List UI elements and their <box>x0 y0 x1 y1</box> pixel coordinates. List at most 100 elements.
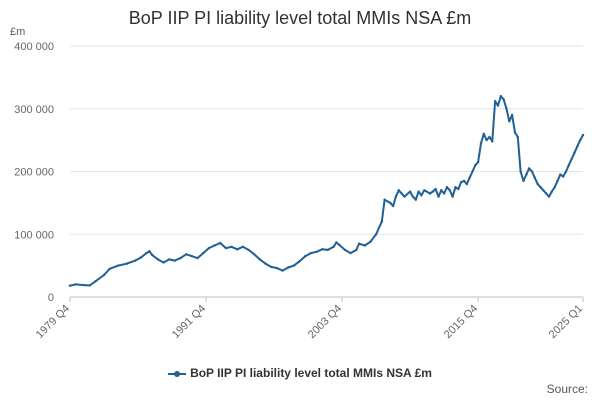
data-point[interactable] <box>440 189 443 192</box>
data-point[interactable] <box>465 182 468 186</box>
data-point[interactable] <box>173 259 177 262</box>
data-point[interactable] <box>292 264 296 267</box>
data-point[interactable] <box>400 192 403 195</box>
data-point[interactable] <box>576 145 579 148</box>
data-point[interactable] <box>479 142 483 145</box>
data-point[interactable] <box>459 181 463 184</box>
data-point[interactable] <box>570 157 573 161</box>
data-point[interactable] <box>579 138 582 142</box>
data-point[interactable] <box>516 135 519 139</box>
data-point[interactable] <box>414 198 417 201</box>
data-point[interactable] <box>68 284 72 287</box>
data-point[interactable] <box>488 135 491 139</box>
data-point[interactable] <box>326 248 330 252</box>
data-point[interactable] <box>219 241 222 245</box>
data-point[interactable] <box>332 245 335 248</box>
data-point[interactable] <box>471 170 474 173</box>
data-point[interactable] <box>519 170 522 173</box>
data-point[interactable] <box>462 179 466 183</box>
data-point[interactable] <box>298 260 301 263</box>
data-point[interactable] <box>321 248 324 251</box>
data-point[interactable] <box>530 170 534 173</box>
data-point[interactable] <box>431 190 434 193</box>
data-point[interactable] <box>309 251 313 255</box>
data-point[interactable] <box>230 245 233 248</box>
data-point[interactable] <box>162 261 165 264</box>
data-point[interactable] <box>207 246 211 250</box>
data-point[interactable] <box>510 113 514 117</box>
data-point[interactable] <box>102 273 106 277</box>
data-point[interactable] <box>315 250 318 253</box>
data-point[interactable] <box>502 98 505 101</box>
data-point[interactable] <box>434 187 437 191</box>
data-point[interactable] <box>493 100 497 103</box>
data-point[interactable] <box>380 220 383 223</box>
data-point[interactable] <box>108 267 111 270</box>
data-point[interactable] <box>391 204 395 208</box>
data-point[interactable] <box>474 164 477 167</box>
data-point[interactable] <box>357 242 361 245</box>
data-point[interactable] <box>363 244 366 247</box>
data-point[interactable] <box>190 255 194 258</box>
data-point[interactable] <box>539 186 542 189</box>
data-point[interactable] <box>468 176 471 179</box>
data-point[interactable] <box>349 251 352 255</box>
data-point[interactable] <box>383 198 386 201</box>
data-point[interactable] <box>355 248 358 252</box>
data-point[interactable] <box>270 265 273 269</box>
data-point[interactable] <box>224 246 228 250</box>
data-point[interactable] <box>343 248 347 252</box>
data-point[interactable] <box>448 189 451 192</box>
data-point[interactable] <box>550 190 553 193</box>
data-point[interactable] <box>445 186 449 189</box>
data-point[interactable] <box>374 233 378 236</box>
data-point[interactable] <box>125 262 128 265</box>
data-point[interactable] <box>420 194 423 197</box>
data-point[interactable] <box>437 195 440 198</box>
data-point[interactable] <box>505 107 508 111</box>
series-line[interactable] <box>69 95 584 287</box>
data-point[interactable] <box>428 192 432 195</box>
data-point[interactable] <box>287 266 290 269</box>
data-point[interactable] <box>241 245 245 248</box>
data-point[interactable] <box>179 256 182 260</box>
data-point[interactable] <box>499 95 502 98</box>
data-point[interactable] <box>74 283 77 286</box>
data-point[interactable] <box>304 255 307 258</box>
data-point[interactable] <box>556 179 559 183</box>
data-point[interactable] <box>117 264 120 267</box>
data-point[interactable] <box>168 258 171 261</box>
data-point[interactable] <box>264 262 267 265</box>
data-point[interactable] <box>545 192 548 195</box>
data-point[interactable] <box>423 189 426 192</box>
data-point[interactable] <box>338 243 341 247</box>
data-point[interactable] <box>491 140 494 143</box>
data-point[interactable] <box>573 151 576 154</box>
data-point[interactable] <box>485 138 488 142</box>
data-point[interactable] <box>253 253 256 256</box>
data-point[interactable] <box>236 248 239 251</box>
data-point[interactable] <box>451 195 454 198</box>
data-point[interactable] <box>145 251 148 255</box>
data-point[interactable] <box>408 190 412 193</box>
data-point[interactable] <box>394 195 398 198</box>
data-point[interactable] <box>185 253 188 256</box>
data-point[interactable] <box>522 179 525 183</box>
data-point[interactable] <box>457 187 460 191</box>
data-point[interactable] <box>139 256 143 259</box>
data-point[interactable] <box>533 176 536 179</box>
data-point[interactable] <box>397 189 400 192</box>
data-point[interactable] <box>88 284 92 287</box>
data-point[interactable] <box>202 251 205 255</box>
data-point[interactable] <box>411 195 415 198</box>
data-point[interactable] <box>476 160 480 164</box>
data-point[interactable] <box>442 192 446 195</box>
data-point[interactable] <box>403 195 406 198</box>
data-point[interactable] <box>527 167 531 170</box>
data-point[interactable] <box>83 283 86 287</box>
data-point[interactable] <box>258 258 262 261</box>
data-point[interactable] <box>134 259 137 262</box>
data-point[interactable] <box>564 170 568 173</box>
data-point[interactable] <box>508 120 511 123</box>
data-point[interactable] <box>513 131 517 134</box>
